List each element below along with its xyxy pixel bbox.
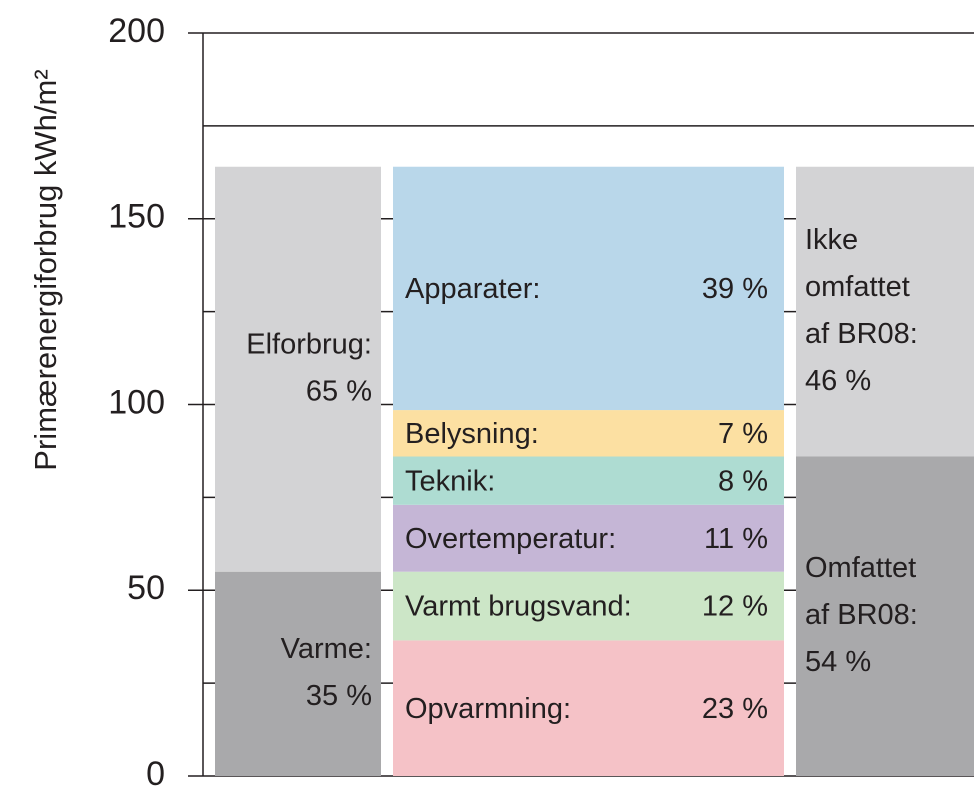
y-tick-label: 50 — [127, 569, 165, 607]
segment-share: 7 % — [718, 418, 768, 450]
segment-share: 8 % — [718, 465, 768, 497]
bar-segment — [215, 166, 381, 572]
segment-share: 11 % — [704, 523, 768, 555]
segment-label: Opvarmning: — [405, 693, 571, 725]
segment-share: 54 % — [805, 646, 871, 678]
bar-segment — [796, 456, 974, 776]
segment-label: Ikke — [805, 224, 858, 256]
segment-share: 39 % — [702, 273, 768, 305]
bar-segment — [393, 640, 784, 776]
bar-segment — [393, 571, 784, 641]
bar-segment — [393, 456, 784, 505]
segment-share: 46 % — [805, 365, 871, 397]
y-tick-label: 100 — [108, 383, 165, 421]
segment-label: Teknik: — [405, 465, 495, 497]
segment-share: 65 % — [306, 375, 372, 407]
bar-segment — [393, 410, 784, 457]
y-tick-label: 200 — [108, 12, 165, 50]
y-tick-label: 150 — [108, 198, 165, 236]
bar-segment — [393, 166, 784, 411]
bar-segment — [393, 504, 784, 572]
segment-label: Omfattet — [805, 552, 916, 584]
y-axis-label: Primærenergiforbrug kWh/m² — [28, 69, 63, 470]
segment-label: omfattet — [805, 271, 910, 303]
segment-label: Belysning: — [405, 418, 539, 450]
segment-label: Elforbrug: — [246, 328, 372, 360]
segment-label: Apparater: — [405, 273, 540, 305]
bar-segment — [215, 571, 381, 776]
segment-label: Overtemperatur: — [405, 523, 616, 555]
segment-label: Varme: — [281, 633, 372, 665]
y-tick-label: 0 — [146, 755, 165, 792]
segment-share: 12 % — [702, 591, 768, 623]
segment-label: af BR08: — [805, 318, 918, 350]
segment-share: 35 % — [306, 680, 372, 712]
segment-label: af BR08: — [805, 599, 918, 631]
bar-segment — [796, 166, 974, 457]
segment-share: 23 % — [702, 693, 768, 725]
segment-label: Varmt brugsvand: — [405, 591, 632, 623]
